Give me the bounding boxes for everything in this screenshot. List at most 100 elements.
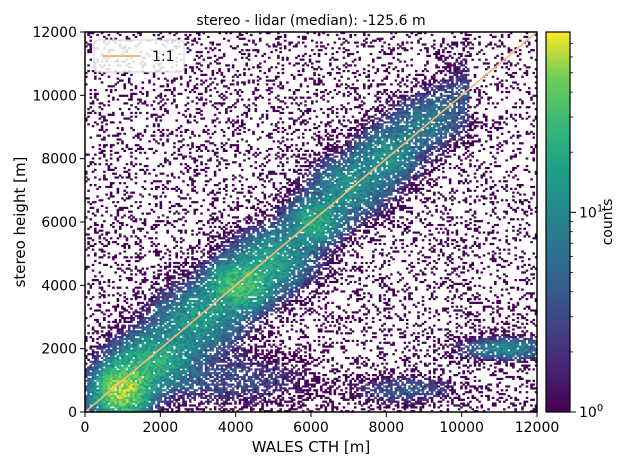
heatmap-cell — [207, 35, 210, 38]
heatmap-cell — [121, 355, 124, 358]
heatmap-cell — [207, 64, 210, 67]
heatmap-cell — [118, 138, 122, 141]
heatmap-cell — [173, 351, 176, 354]
heatmap-cell — [184, 294, 187, 297]
heatmap-cell — [191, 250, 194, 253]
heatmap-cell — [152, 223, 156, 227]
heatmap-cell — [225, 400, 228, 403]
heatmap-cell — [161, 330, 165, 333]
heatmap-cell — [89, 377, 93, 380]
heatmap-cell — [202, 144, 206, 147]
heatmap-cell — [114, 368, 117, 371]
heatmap-cell — [204, 166, 208, 170]
heatmap-cell — [191, 229, 194, 232]
heatmap-cell — [107, 113, 111, 116]
heatmap-cell — [191, 288, 194, 291]
heatmap-cell — [155, 336, 158, 339]
heatmap-cell — [216, 159, 219, 162]
heatmap-cell — [211, 332, 215, 335]
heatmap-cell — [218, 337, 221, 341]
heatmap-cell — [198, 108, 201, 111]
heatmap-cell — [166, 273, 169, 276]
heatmap-cell — [130, 336, 133, 339]
heatmap-cell — [96, 223, 99, 227]
heatmap-cell — [136, 368, 140, 371]
heatmap-cell — [94, 71, 97, 75]
heatmap-cell — [127, 320, 131, 323]
heatmap-cell — [179, 318, 183, 322]
heatmap-cell — [200, 381, 203, 384]
heatmap-cell — [220, 244, 224, 247]
heatmap-cell — [195, 290, 199, 293]
heatmap-cell — [109, 381, 113, 384]
heatmap-cell — [179, 75, 183, 78]
heatmap-cell — [157, 364, 160, 367]
heatmap-cell — [168, 275, 172, 278]
heatmap-cell — [179, 286, 183, 289]
heatmap-cell — [170, 400, 174, 403]
heatmap-cell — [211, 381, 215, 384]
heatmap-cell — [179, 364, 183, 367]
heatmap-cell — [132, 396, 136, 399]
heatmap-cell — [94, 385, 97, 388]
heatmap-cell — [139, 248, 142, 251]
heatmap-cell — [188, 292, 192, 295]
heatmap-cell — [121, 324, 124, 327]
heatmap-cell — [155, 220, 158, 223]
heatmap-cell — [130, 377, 133, 380]
heatmap-cell — [141, 320, 145, 323]
heatmap-cell — [100, 362, 104, 365]
heatmap-cell — [159, 328, 163, 331]
heatmap-cell — [182, 282, 185, 285]
heatmap-cell — [159, 204, 163, 208]
heatmap-cell — [186, 296, 190, 299]
heatmap-cell — [109, 85, 113, 88]
heatmap-cell — [175, 328, 178, 331]
heatmap-cell — [168, 296, 172, 299]
heatmap-cell — [150, 358, 154, 361]
heatmap-cell — [141, 92, 145, 95]
heatmap-cell — [184, 104, 187, 107]
heatmap-cell — [184, 330, 187, 333]
heatmap-cell — [191, 351, 194, 354]
heatmap-cell — [184, 328, 187, 331]
heatmap-cell — [186, 315, 190, 318]
heatmap-cell — [220, 355, 224, 358]
heatmap-cell — [89, 387, 93, 390]
heatmap-cell — [112, 305, 115, 308]
heatmap-cell — [213, 151, 217, 154]
heatmap-cell — [112, 389, 115, 392]
heatmap-cell — [116, 134, 120, 137]
heatmap-cell — [94, 398, 97, 401]
heatmap-cell — [152, 71, 156, 75]
heatmap-cell — [116, 332, 120, 335]
heatmap-cell — [173, 176, 176, 179]
heatmap-cell — [91, 353, 95, 356]
heatmap-cell — [186, 37, 190, 40]
heatmap-cell — [105, 210, 108, 213]
heatmap-cell — [173, 337, 176, 341]
heatmap-cell — [220, 267, 224, 270]
heatmap-cell — [198, 408, 201, 411]
heatmap-cell — [159, 286, 163, 289]
heatmap-cell — [198, 360, 201, 363]
heatmap-cell — [141, 301, 145, 304]
heatmap-cell — [182, 377, 185, 380]
heatmap-cell — [202, 292, 206, 295]
heatmap-cell — [143, 309, 147, 312]
heatmap-cell — [170, 379, 174, 382]
heatmap-cell — [204, 125, 208, 128]
heatmap-cell — [204, 282, 208, 285]
heatmap-cell — [198, 155, 201, 158]
heatmap-cell — [209, 347, 212, 350]
heatmap-cell — [195, 41, 199, 44]
heatmap-cell — [198, 326, 201, 329]
heatmap-cell — [155, 385, 158, 388]
heatmap-cell — [164, 244, 167, 247]
heatmap-cell — [195, 374, 199, 377]
heatmap-cell — [134, 85, 138, 88]
heatmap-cell — [96, 231, 99, 234]
heatmap-cell — [186, 309, 190, 312]
heatmap-cell — [195, 318, 199, 322]
heatmap-cell — [112, 383, 115, 386]
